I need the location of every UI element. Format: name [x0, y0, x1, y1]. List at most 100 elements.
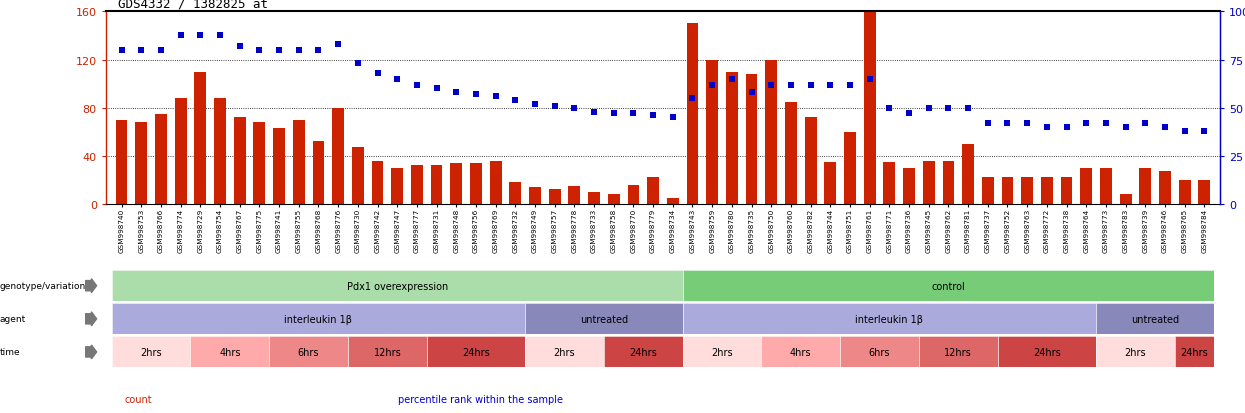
- Point: [977, 121, 997, 127]
- Text: 4hrs: 4hrs: [219, 347, 240, 357]
- Bar: [686, 24, 698, 204]
- Bar: [174, 99, 187, 204]
- Text: 2hrs: 2hrs: [1124, 347, 1147, 357]
- Point: [879, 105, 899, 112]
- Point: [367, 71, 387, 77]
- Bar: [942, 161, 955, 204]
- Bar: [371, 161, 383, 204]
- FancyArrow shape: [86, 279, 97, 293]
- Bar: [312, 142, 325, 204]
- Bar: [923, 161, 935, 204]
- Bar: [489, 161, 502, 204]
- Bar: [588, 192, 600, 204]
- Point: [742, 90, 762, 96]
- Point: [347, 61, 367, 68]
- Bar: [1179, 180, 1190, 204]
- Point: [1037, 124, 1057, 131]
- Bar: [766, 60, 777, 204]
- Point: [1175, 128, 1195, 135]
- Bar: [411, 166, 423, 204]
- Point: [289, 47, 309, 54]
- Bar: [293, 121, 305, 204]
- Point: [860, 76, 880, 83]
- Text: 2hrs: 2hrs: [554, 347, 575, 357]
- Bar: [746, 75, 757, 204]
- Bar: [509, 183, 522, 204]
- Bar: [608, 195, 620, 204]
- Bar: [391, 169, 403, 204]
- Bar: [214, 99, 225, 204]
- Point: [112, 47, 132, 54]
- Point: [584, 109, 604, 116]
- Text: 6hrs: 6hrs: [298, 347, 320, 357]
- Point: [466, 92, 486, 98]
- Point: [446, 90, 466, 96]
- Bar: [1199, 180, 1210, 204]
- Bar: [667, 198, 679, 204]
- Bar: [627, 185, 640, 204]
- Point: [1057, 124, 1077, 131]
- Bar: [352, 148, 364, 204]
- Point: [387, 76, 407, 83]
- Text: control: control: [931, 281, 965, 291]
- Bar: [962, 145, 974, 204]
- Point: [1116, 124, 1135, 131]
- Bar: [1001, 178, 1013, 204]
- Text: 12hrs: 12hrs: [374, 347, 401, 357]
- Point: [899, 111, 919, 117]
- Text: 24hrs: 24hrs: [1180, 347, 1209, 357]
- Point: [525, 101, 545, 108]
- Bar: [332, 109, 344, 204]
- Bar: [273, 129, 285, 204]
- Point: [702, 82, 722, 89]
- Bar: [569, 186, 580, 204]
- Point: [249, 47, 269, 54]
- Bar: [982, 178, 994, 204]
- Bar: [903, 169, 915, 204]
- Point: [190, 32, 210, 39]
- Bar: [1119, 195, 1132, 204]
- Point: [1155, 124, 1175, 131]
- Text: 6hrs: 6hrs: [869, 347, 890, 357]
- Bar: [1139, 169, 1152, 204]
- Bar: [804, 118, 817, 204]
- Point: [662, 115, 682, 121]
- Point: [624, 111, 644, 117]
- Bar: [451, 164, 462, 204]
- Bar: [1061, 178, 1072, 204]
- FancyArrow shape: [86, 312, 97, 326]
- Bar: [706, 60, 718, 204]
- Bar: [116, 121, 127, 204]
- Point: [939, 105, 959, 112]
- Point: [997, 121, 1017, 127]
- FancyArrow shape: [86, 345, 97, 359]
- Bar: [156, 114, 167, 204]
- Bar: [884, 162, 895, 204]
- Bar: [1041, 178, 1053, 204]
- Bar: [254, 123, 265, 204]
- Point: [545, 103, 565, 110]
- Point: [644, 113, 664, 119]
- Point: [407, 82, 427, 89]
- Bar: [1101, 169, 1112, 204]
- Point: [1194, 128, 1214, 135]
- Point: [309, 47, 329, 54]
- Bar: [844, 133, 855, 204]
- Text: 2hrs: 2hrs: [141, 347, 162, 357]
- Point: [604, 111, 624, 117]
- Point: [329, 42, 349, 48]
- Text: interleukin 1β: interleukin 1β: [284, 314, 352, 324]
- Point: [761, 82, 781, 89]
- Point: [919, 105, 939, 112]
- Text: time: time: [0, 348, 21, 356]
- Point: [564, 105, 584, 112]
- Text: 24hrs: 24hrs: [1033, 347, 1061, 357]
- Point: [269, 47, 289, 54]
- Text: 24hrs: 24hrs: [462, 347, 489, 357]
- Text: genotype/variation: genotype/variation: [0, 282, 86, 290]
- Text: 4hrs: 4hrs: [791, 347, 812, 357]
- Text: untreated: untreated: [580, 314, 627, 324]
- Point: [959, 105, 979, 112]
- Point: [230, 44, 250, 50]
- Bar: [431, 166, 442, 204]
